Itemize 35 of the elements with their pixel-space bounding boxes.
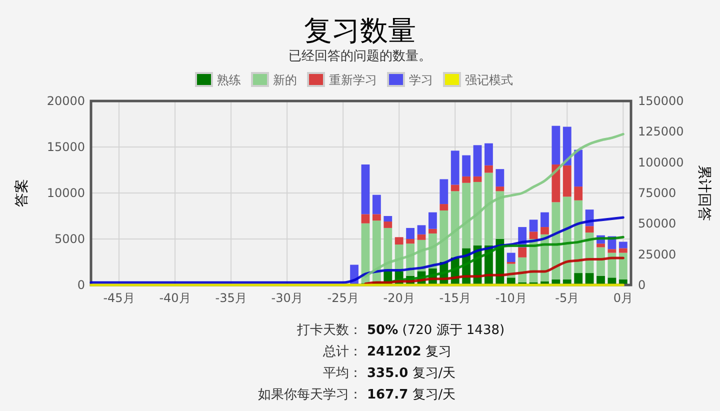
x-tick-label: -25月 — [327, 291, 359, 305]
y2-tick-label: 100000 — [638, 155, 684, 170]
y2-tick-label: 75000 — [638, 186, 676, 200]
text: 如果你每天学习： 167.7 复习/天 — [258, 388, 456, 402]
y-tick-label: 20000 — [46, 94, 85, 108]
x-tick-label: -40月 — [159, 291, 191, 305]
y-axis-title: 答案 — [13, 179, 30, 207]
legend-label: 熟练 — [217, 73, 241, 87]
chart-subtitle: 已经回答的问题的数量。 — [288, 49, 432, 64]
x-tick-label: -20月 — [383, 291, 415, 305]
y2-tick-label: 0 — [638, 278, 646, 292]
y-tick-label: 5000 — [54, 232, 85, 246]
text: 总计： 241202 复习 — [322, 344, 452, 360]
x-tick-label: -45月 — [103, 291, 135, 305]
y-tick-label: 0 — [77, 278, 85, 292]
y-tick-label: 15000 — [46, 140, 85, 154]
x-tick-label: -35月 — [215, 291, 247, 305]
y2-tick-label: 25000 — [638, 247, 676, 262]
legend-label: 重新学习 — [329, 73, 377, 87]
y2-tick-label: 125000 — [638, 124, 684, 139]
legend-label: 学习 — [409, 73, 433, 87]
y2-axis-title: 累计回答 — [696, 165, 712, 221]
text: 平均： 335.0 复习/天 — [323, 366, 456, 381]
legend-label: 强记模式 — [465, 73, 513, 87]
y2-tick-label: 50000 — [638, 216, 676, 231]
x-tick-label: -15月 — [439, 291, 471, 305]
y-tick-label: 10000 — [46, 186, 85, 200]
y2-tick-label: 150000 — [638, 94, 684, 108]
x-tick-label: -5月 — [555, 291, 580, 305]
text: 打卡天数： 50% (720 源于 1438) — [296, 323, 505, 338]
legend-label: 新的 — [273, 73, 297, 87]
x-tick-label: -10月 — [495, 291, 527, 305]
chart-title: 复习数量 — [304, 16, 416, 47]
x-tick-label: -30月 — [271, 291, 303, 305]
x-tick-label: 0月 — [613, 291, 633, 305]
